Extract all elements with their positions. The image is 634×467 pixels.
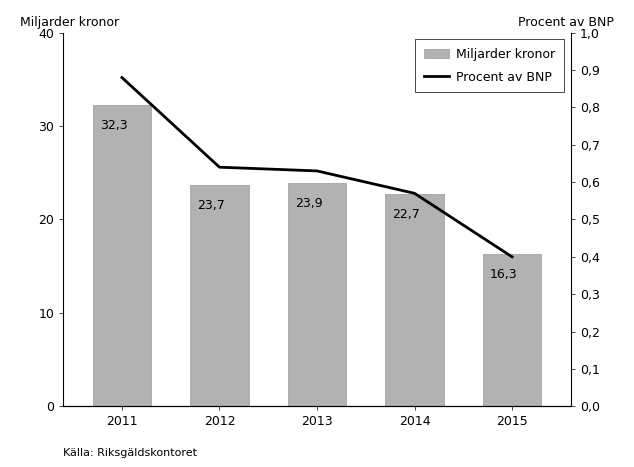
Bar (385, 194, 444, 406)
Legend: Miljarder kronor, Procent av BNP: Miljarder kronor, Procent av BNP (415, 39, 564, 92)
Text: Källa: Riksgäldskontoret: Källa: Riksgäldskontoret (63, 448, 197, 458)
Bar (288, 183, 346, 406)
Bar (190, 185, 249, 406)
Text: Miljarder kronor: Miljarder kronor (20, 16, 119, 29)
Text: 23,9: 23,9 (295, 197, 322, 210)
Text: 23,7: 23,7 (197, 199, 225, 212)
Bar (93, 105, 151, 406)
Text: 16,3: 16,3 (490, 268, 517, 281)
Text: 32,3: 32,3 (100, 119, 127, 132)
Text: Procent av BNP: Procent av BNP (518, 16, 614, 29)
Bar (483, 254, 541, 406)
Text: 22,7: 22,7 (392, 208, 420, 221)
